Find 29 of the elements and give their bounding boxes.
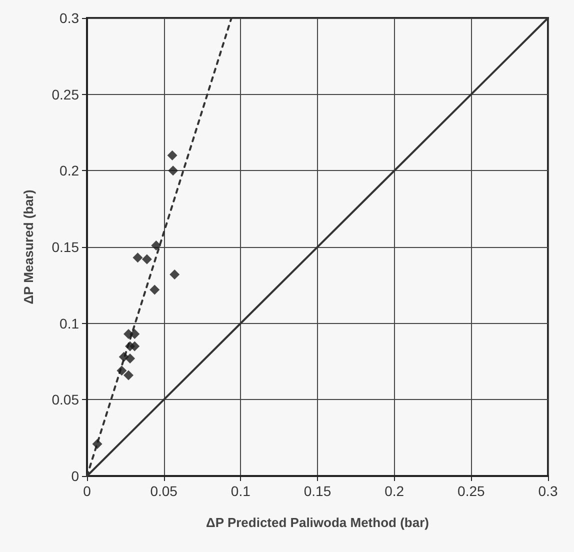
point — [168, 166, 178, 176]
point — [167, 150, 178, 160]
point — [151, 240, 162, 250]
y-tick-label: 0.2 — [60, 162, 80, 179]
point — [130, 341, 140, 352]
y-tick-label: 0.05 — [52, 392, 80, 408]
point — [132, 252, 143, 263]
point — [130, 329, 140, 340]
point — [142, 254, 152, 264]
x-tick-label: 0.05 — [150, 483, 178, 499]
point — [125, 353, 136, 364]
point — [92, 438, 102, 449]
y-tick-label: 0.15 — [52, 239, 80, 255]
x-tick-label: 0.15 — [304, 483, 332, 499]
x-tick-label: 0.1 — [230, 483, 251, 499]
point — [150, 284, 160, 295]
y-tick-label: 0 — [71, 468, 80, 484]
y-tick-label: 0.25 — [52, 86, 80, 102]
point — [116, 366, 127, 376]
x-tick-label: 0.3 — [538, 483, 558, 499]
y-tick-label: 0.3 — [60, 10, 80, 26]
x-tick-label: 0 — [83, 483, 92, 499]
y-axis-title: ΔP Measured (bar) — [21, 190, 36, 304]
point — [170, 269, 180, 280]
point — [123, 370, 134, 380]
x-tick-label: 0.2 — [384, 483, 404, 499]
x-tick-label: 0.25 — [458, 483, 486, 499]
y-tick-label: 0.1 — [60, 315, 80, 332]
x-axis-title: ΔP Predicted Paliwoda Method (bar) — [206, 515, 429, 530]
